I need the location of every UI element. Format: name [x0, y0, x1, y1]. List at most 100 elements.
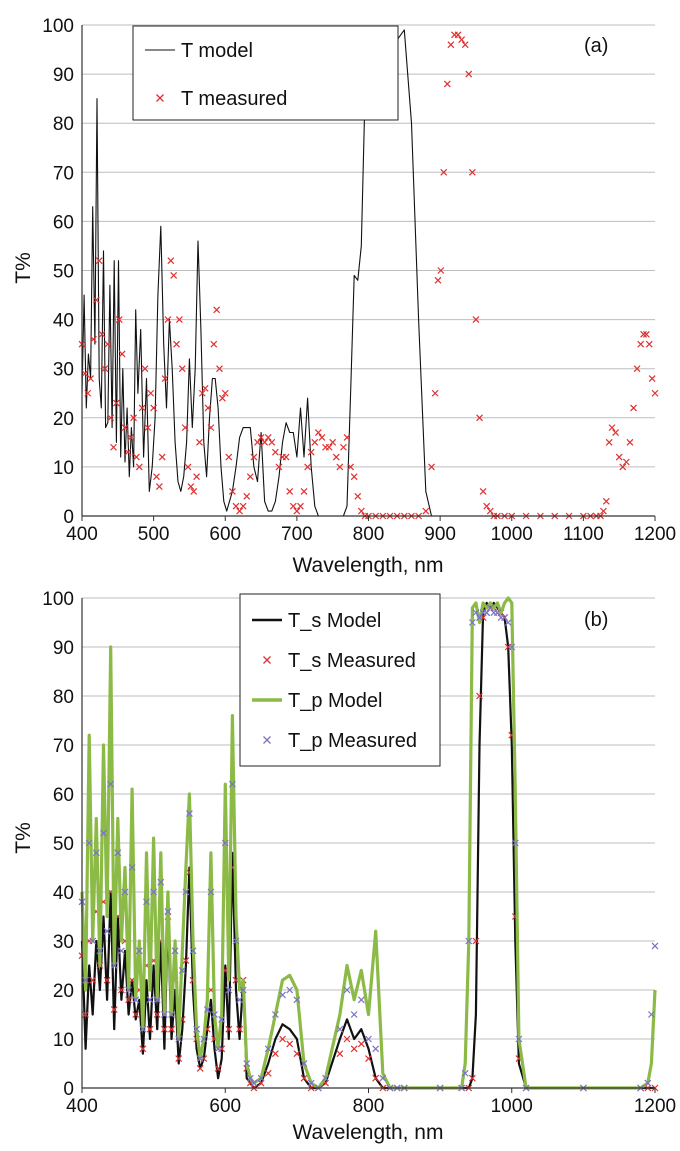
b-series-3-point — [135, 947, 143, 955]
a-series-1-point — [422, 507, 430, 515]
b-series-1-point — [350, 1045, 358, 1053]
a-series-1-point — [431, 389, 439, 397]
a-series-1-point — [472, 316, 480, 324]
a-series-1-point — [239, 502, 247, 510]
a-series-1-point — [84, 389, 92, 397]
a-x-tick-label: 800 — [353, 524, 385, 545]
b-series-3-point — [178, 966, 186, 974]
a-series-1-point — [193, 473, 201, 481]
b-series-3-point — [307, 1079, 315, 1087]
a-series-1-point — [325, 443, 333, 451]
b-series-1-point — [182, 957, 190, 965]
a-y-tick-label: 100 — [42, 16, 74, 37]
b-series-3-point — [250, 1079, 258, 1087]
a-series-1-point — [138, 404, 146, 412]
b-series-3-point — [221, 839, 229, 847]
chart-a-xlabel: Wavelength, nm — [293, 554, 444, 577]
b-legend-label: T_s Model — [288, 610, 381, 632]
a-series-1-point — [204, 404, 212, 412]
b-series-3-point — [651, 942, 659, 950]
a-series-1-point — [87, 375, 95, 382]
a-series-1-point — [236, 507, 243, 515]
chart-panel-a: 0 10 20 30 40 50 60 70 80 90 100 400 500 600 700 800 900… — [12, 16, 676, 577]
b-series-3-point — [96, 947, 104, 955]
b-series-3-point — [232, 937, 240, 945]
a-series-1-point — [261, 438, 269, 446]
chart-a-ylabel: T% — [12, 252, 35, 284]
a-series-1-point — [642, 330, 650, 338]
a-series-1-point — [343, 434, 351, 441]
a-series-1-point — [640, 330, 647, 338]
a-series-1-point — [170, 271, 178, 279]
a-series-1-point — [447, 41, 455, 49]
a-x-tick-label: 400 — [66, 524, 98, 545]
b-series-1-point — [300, 1074, 308, 1082]
b-series-1-point — [125, 996, 132, 1004]
b-series-3-point — [508, 643, 516, 651]
a-x-tick-label: 900 — [424, 524, 456, 545]
a-series-1-point — [329, 438, 337, 446]
a-series-1-point — [147, 389, 155, 397]
a-series-1-point — [228, 488, 236, 495]
b-series-3-point — [228, 780, 236, 788]
b-x-tick-label: 800 — [353, 1096, 385, 1117]
a-series-1-point — [468, 168, 476, 176]
a-series-1-point — [615, 453, 623, 461]
b-series-3-point — [114, 849, 122, 857]
a-x-tick-label: 700 — [281, 524, 313, 545]
a-series-1-point — [164, 316, 172, 324]
a-series-1-point — [271, 448, 279, 456]
a-x-tick-label: 1200 — [634, 524, 676, 545]
a-series-1-point — [101, 365, 109, 373]
a-series-1-point — [90, 335, 97, 343]
a-series-1-point — [250, 453, 258, 461]
b-series-3-point — [100, 829, 107, 837]
a-series-1-point — [221, 389, 229, 397]
b-series-3-point — [211, 1011, 218, 1018]
a-series-1-point — [196, 438, 203, 446]
a-legend-label: T measured — [181, 88, 287, 110]
b-series-3-point — [365, 1035, 372, 1043]
b-series-3-point — [143, 898, 150, 906]
a-x-tick-label: 1100 — [563, 524, 604, 545]
a-series-1-point — [458, 36, 466, 44]
b-legend-label: T_p Model — [288, 690, 383, 712]
a-series-1-point — [461, 41, 469, 49]
chart-b-panel-label: (b) — [584, 609, 608, 631]
a-series-1-point — [289, 502, 297, 510]
b-series-3-point — [189, 947, 197, 955]
b-x-tick-label: 400 — [66, 1096, 98, 1117]
b-series-3-point — [103, 927, 111, 935]
a-series-1-point — [443, 80, 451, 88]
b-series-1-point — [153, 1011, 161, 1018]
a-series-1-point — [124, 448, 132, 456]
chart-a-plot-area — [78, 29, 659, 520]
a-series-1-point — [135, 463, 143, 471]
a-series-1-point — [98, 330, 106, 338]
a-series-1-point — [232, 502, 240, 510]
a-series-1-point — [479, 488, 487, 495]
b-series-3-point — [264, 1045, 272, 1053]
a-series-1-point — [141, 365, 149, 373]
b-series-3-point — [146, 996, 154, 1004]
b-y-tick-label: 30 — [53, 932, 74, 953]
a-series-1-point — [428, 463, 435, 471]
a-series-1-point — [357, 507, 365, 515]
b-series-1-point — [271, 1050, 279, 1058]
a-series-1-point — [465, 70, 473, 78]
b-series-3-point — [486, 604, 494, 612]
a-series-1-point — [275, 463, 283, 471]
a-series-1-point — [612, 429, 620, 436]
b-series-3-point — [350, 1011, 358, 1018]
a-series-1-point — [268, 438, 276, 446]
b-series-3-point — [461, 1069, 469, 1077]
b-y-tick-label: 100 — [42, 589, 74, 610]
a-series-1-point — [434, 276, 442, 284]
a-y-tick-label: 40 — [53, 311, 74, 332]
a-series-1-point — [332, 453, 340, 461]
b-series-3-point — [483, 609, 491, 617]
b-legend-label: T_s Measured — [288, 650, 416, 672]
a-series-1-point — [254, 438, 261, 446]
b-series-3-point — [647, 1011, 655, 1018]
b-series-1-point — [214, 1064, 222, 1072]
